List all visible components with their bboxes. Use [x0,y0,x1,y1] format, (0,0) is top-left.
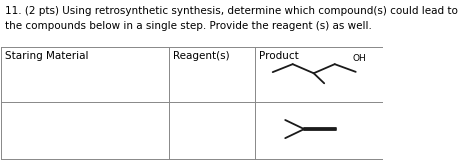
Text: OH: OH [353,54,366,63]
Text: 11. (2 pts) Using retrosynthetic synthesis, determine which compound(s) could le: 11. (2 pts) Using retrosynthetic synthes… [5,6,458,16]
Text: Product: Product [259,51,299,61]
Text: Reagent(s): Reagent(s) [173,51,230,61]
Text: the compounds below in a single step. Provide the reagent (s) as well.: the compounds below in a single step. Pr… [5,21,372,31]
Text: Staring Material: Staring Material [5,51,89,61]
